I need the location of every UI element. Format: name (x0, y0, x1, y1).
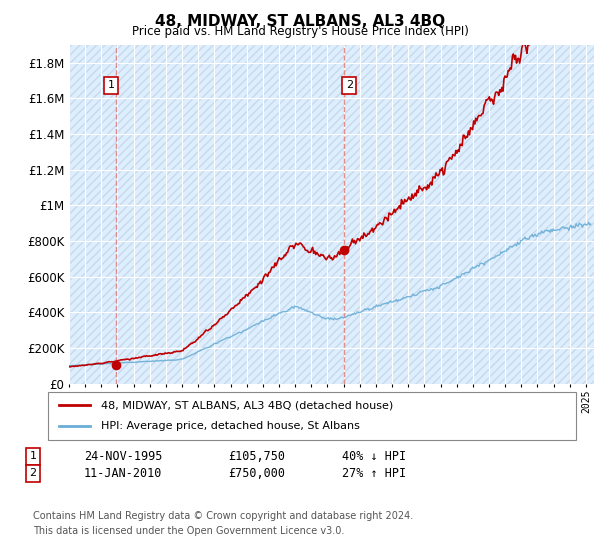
Text: 1: 1 (29, 451, 37, 461)
FancyBboxPatch shape (48, 392, 576, 440)
Text: £750,000: £750,000 (228, 466, 285, 480)
Text: 48, MIDWAY, ST ALBANS, AL3 4BQ (detached house): 48, MIDWAY, ST ALBANS, AL3 4BQ (detached… (101, 400, 393, 410)
Text: Contains HM Land Registry data © Crown copyright and database right 2024.
This d: Contains HM Land Registry data © Crown c… (33, 511, 413, 536)
Text: HPI: Average price, detached house, St Albans: HPI: Average price, detached house, St A… (101, 421, 359, 431)
Text: Price paid vs. HM Land Registry's House Price Index (HPI): Price paid vs. HM Land Registry's House … (131, 25, 469, 38)
Text: 27% ↑ HPI: 27% ↑ HPI (342, 466, 406, 480)
Text: 11-JAN-2010: 11-JAN-2010 (84, 466, 163, 480)
Text: 24-NOV-1995: 24-NOV-1995 (84, 450, 163, 463)
Text: 2: 2 (346, 81, 353, 91)
Text: 40% ↓ HPI: 40% ↓ HPI (342, 450, 406, 463)
Text: £105,750: £105,750 (228, 450, 285, 463)
Text: 2: 2 (29, 468, 37, 478)
Text: 1: 1 (107, 81, 115, 91)
Text: 48, MIDWAY, ST ALBANS, AL3 4BQ: 48, MIDWAY, ST ALBANS, AL3 4BQ (155, 14, 445, 29)
